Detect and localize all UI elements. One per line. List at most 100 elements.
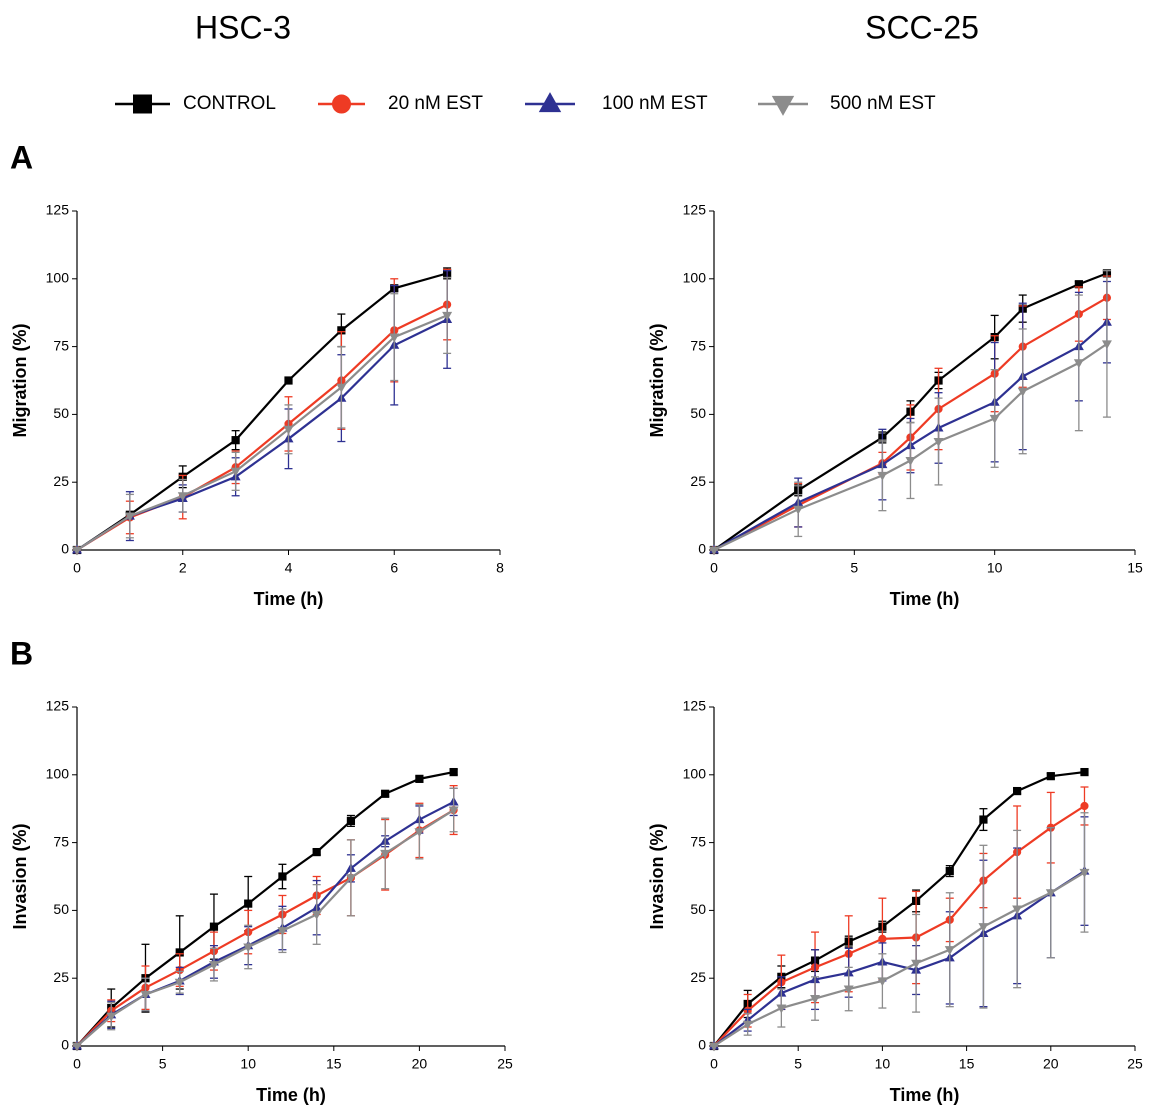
x-axis-label: Time (h) — [890, 1085, 960, 1105]
x-tick-label: 2 — [179, 560, 187, 576]
y-axis-label: Migration (%) — [10, 324, 30, 438]
series-line — [76, 771, 454, 1047]
marker — [709, 1042, 719, 1052]
x-tick-label: 5 — [794, 1056, 802, 1072]
x-tick-label: 20 — [412, 1056, 428, 1072]
y-tick-label: 100 — [46, 766, 70, 782]
marker — [1079, 868, 1090, 878]
marker — [945, 866, 954, 876]
marker — [124, 512, 135, 522]
x-tick-label: 4 — [285, 560, 293, 576]
y-tick-label: 125 — [46, 202, 70, 218]
marker — [843, 985, 854, 995]
y-tick-label: 125 — [46, 698, 70, 714]
marker — [133, 94, 152, 114]
marker — [283, 425, 294, 435]
y-tick-label: 50 — [53, 901, 69, 917]
marker — [72, 546, 82, 556]
y-tick-label: 0 — [61, 1037, 69, 1053]
y-tick-label: 100 — [46, 270, 70, 286]
marker — [1101, 340, 1112, 350]
marker — [284, 376, 293, 385]
x-tick-label: 0 — [710, 560, 718, 576]
x-tick-label: 15 — [959, 1056, 975, 1072]
y-axis-label: Invasion (%) — [647, 823, 667, 929]
y-tick-label: 75 — [53, 337, 69, 353]
marker — [278, 872, 287, 881]
y-axis-label: Migration (%) — [647, 324, 667, 438]
y-tick-label: 0 — [698, 1037, 706, 1053]
marker — [208, 961, 219, 970]
x-tick-label: 20 — [1043, 1056, 1059, 1072]
marker — [877, 471, 888, 481]
marker — [231, 436, 240, 445]
marker — [944, 946, 955, 956]
marker — [449, 767, 458, 777]
marker — [933, 437, 944, 447]
marker — [336, 383, 347, 393]
panel-label: A — [10, 139, 33, 175]
series-line — [713, 805, 1086, 1047]
legend-label: 100 nM EST — [602, 93, 708, 114]
series-line — [713, 770, 1085, 1047]
y-tick-label: 25 — [690, 473, 706, 489]
y-tick-label: 0 — [698, 541, 706, 557]
y-tick-label: 75 — [53, 833, 69, 849]
x-tick-label: 6 — [390, 560, 398, 576]
marker — [538, 92, 562, 113]
marker — [877, 977, 888, 987]
legend-label: 500 nM EST — [830, 93, 936, 114]
marker — [905, 456, 916, 466]
marker — [381, 789, 390, 798]
marker — [989, 414, 1000, 424]
marker — [277, 927, 288, 937]
marker — [244, 899, 253, 908]
marker — [1045, 889, 1056, 899]
x-tick-label: 0 — [73, 1056, 81, 1072]
series-line — [76, 314, 448, 551]
marker — [389, 333, 400, 343]
series-line — [76, 809, 455, 1047]
marker — [1046, 772, 1055, 781]
y-tick-label: 125 — [683, 698, 707, 714]
marker — [332, 94, 351, 114]
marker — [345, 874, 356, 884]
x-tick-label: 25 — [1127, 1056, 1143, 1072]
x-axis-label: Time (h) — [254, 589, 324, 609]
marker — [312, 847, 321, 857]
x-tick-label: 5 — [159, 1056, 167, 1072]
marker — [793, 505, 804, 515]
x-axis-label: Time (h) — [890, 589, 960, 609]
y-tick-label: 50 — [690, 901, 706, 917]
y-tick-label: 50 — [690, 405, 706, 421]
marker — [709, 546, 719, 556]
marker — [415, 774, 424, 783]
marker — [442, 311, 453, 321]
marker — [230, 467, 241, 477]
y-axis-label: Invasion (%) — [10, 823, 30, 929]
x-tick-label: 10 — [875, 1056, 891, 1072]
marker — [72, 1042, 82, 1052]
marker — [177, 492, 188, 502]
marker — [1080, 801, 1089, 811]
y-tick-label: 100 — [683, 270, 707, 286]
marker — [771, 95, 795, 116]
marker — [174, 978, 185, 988]
y-tick-label: 25 — [690, 969, 706, 985]
y-tick-label: 100 — [683, 766, 707, 782]
x-tick-label: 5 — [850, 560, 858, 576]
legend-label: 20 nM EST — [388, 93, 483, 114]
x-tick-label: 8 — [496, 560, 504, 576]
marker — [140, 990, 151, 1000]
marker — [878, 934, 887, 943]
x-tick-label: 25 — [497, 1056, 513, 1072]
marker — [1012, 905, 1023, 915]
marker — [106, 1012, 117, 1022]
series-line — [713, 870, 1086, 1047]
marker — [1017, 387, 1028, 397]
x-tick-label: 10 — [987, 560, 1003, 576]
x-tick-label: 0 — [73, 560, 81, 576]
marker — [243, 943, 254, 953]
marker — [448, 806, 459, 816]
marker — [209, 922, 219, 931]
